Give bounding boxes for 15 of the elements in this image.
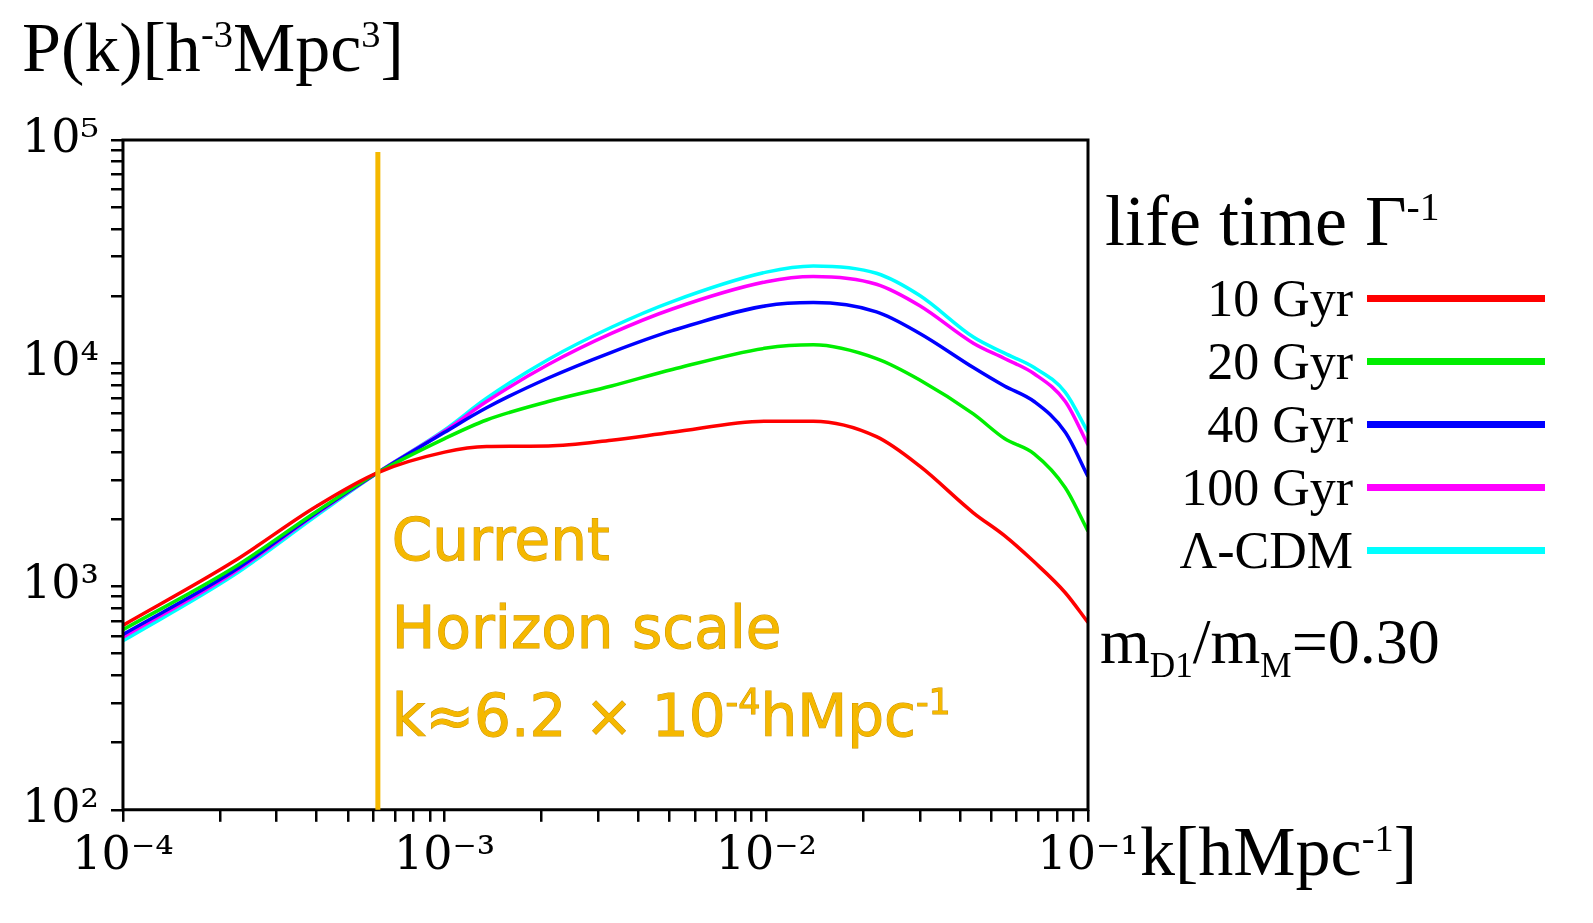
x-tick-label: 10⁻¹ (1037, 826, 1139, 881)
legend-label: Λ-CDM (1179, 521, 1353, 580)
x-tick-label: 10⁻² (715, 826, 817, 881)
y-axis-title: P(k)[h$^{-3}$Mpc$^{3}$] (22, 8, 404, 88)
legend-label: 20 Gyr (1207, 332, 1353, 391)
y-tick-label: 10⁴ (21, 332, 99, 387)
text: m$_{D1}$/m$_{M}$=0.30 (1100, 605, 1440, 686)
legend-title: life time Γ$^{-1}$ (1105, 180, 1441, 263)
x-axis-title: k[hMpc$^{-1}$] (1140, 812, 1418, 892)
legend-label: 40 Gyr (1207, 395, 1353, 454)
legend-label: 10 Gyr (1207, 269, 1353, 328)
x-tick-label: 10⁻³ (394, 826, 496, 881)
y-tick-label: 10³ (21, 555, 99, 610)
legend-label: 100 Gyr (1181, 458, 1353, 517)
y-tick-label: 10⁵ (21, 108, 99, 163)
